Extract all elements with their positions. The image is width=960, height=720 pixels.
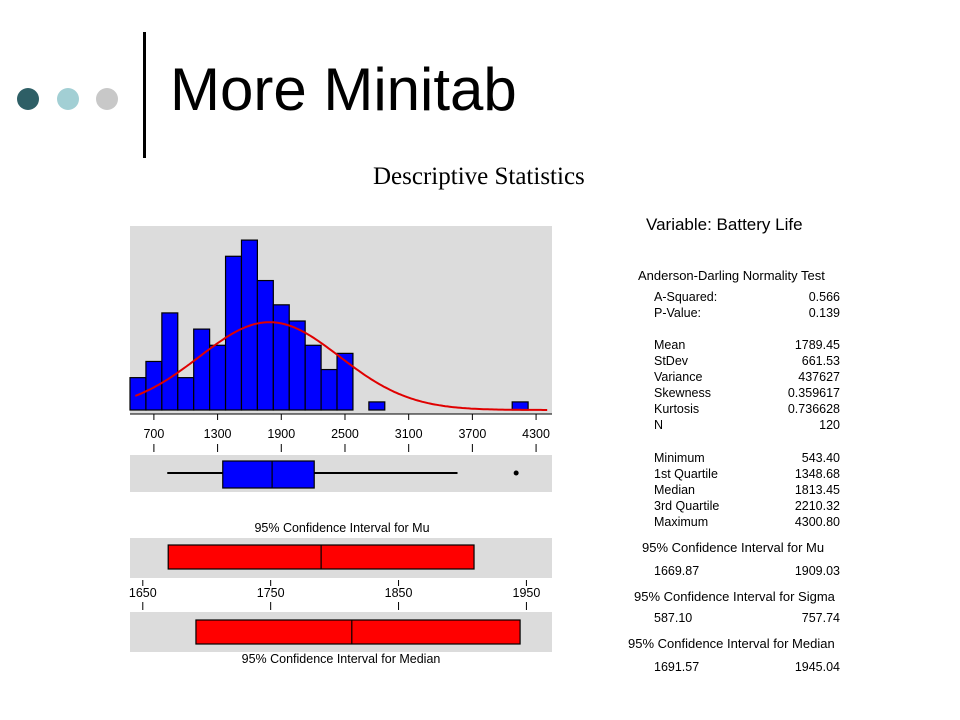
histogram-bar bbox=[161, 312, 179, 411]
ci-mu-low: 1669.87 bbox=[654, 564, 700, 578]
histogram-tick-label: 700 bbox=[143, 427, 164, 441]
histogram-bar bbox=[320, 368, 338, 411]
histogram-bar bbox=[288, 320, 306, 411]
ci-median-label: 95% Confidence Interval for Median bbox=[242, 652, 441, 666]
quartile-stat-value: 543.40 bbox=[801, 451, 840, 465]
ad-stat-label: P-Value: bbox=[654, 306, 702, 320]
histogram-bar bbox=[511, 401, 529, 411]
moment-stat-label: Skewness bbox=[654, 386, 711, 400]
ci-tick-label: 1850 bbox=[385, 586, 413, 600]
moment-stat-value: 0.359617 bbox=[787, 386, 840, 400]
moment-stat-label: Kurtosis bbox=[654, 402, 700, 416]
ci-sigma-low: 587.10 bbox=[654, 611, 693, 625]
quartile-stat-label: 3rd Quartile bbox=[654, 499, 720, 513]
quartile-stat-value: 1813.45 bbox=[794, 483, 840, 497]
moment-stat-label: N bbox=[654, 418, 664, 432]
histogram-tick-label: 4300 bbox=[522, 427, 550, 441]
quartile-stat-value: 2210.32 bbox=[794, 499, 840, 513]
bullet-dot-dark bbox=[17, 88, 39, 110]
ci-median-box bbox=[195, 619, 521, 645]
quartile-stat-label: Maximum bbox=[654, 515, 709, 529]
quartile-stat-label: Median bbox=[654, 483, 695, 497]
chart-heading: Descriptive Statistics bbox=[373, 163, 585, 190]
ci-median-high: 1945.04 bbox=[794, 660, 840, 674]
moment-stat-value: 0.736628 bbox=[787, 402, 840, 416]
ci-mu-label: 95% Confidence Interval for Mu bbox=[254, 521, 429, 535]
moment-stat-label: Mean bbox=[654, 338, 686, 352]
histogram-bar bbox=[304, 344, 322, 411]
moment-stat-label: Variance bbox=[654, 370, 703, 384]
slide-title: More Minitab bbox=[170, 56, 517, 123]
histogram-tick-label: 1900 bbox=[267, 427, 295, 441]
ci-median-title: 95% Confidence Interval for Median bbox=[628, 636, 835, 651]
variable-label: Variable: Battery Life bbox=[646, 215, 803, 234]
quartile-stat-label: 1st Quartile bbox=[654, 467, 718, 481]
moment-stat-value: 120 bbox=[819, 418, 840, 432]
bullet-dot-gray bbox=[96, 88, 118, 110]
moment-stat-value: 1789.45 bbox=[794, 338, 840, 352]
ad-stat-value: 0.139 bbox=[808, 306, 840, 320]
quartile-stat-value: 4300.80 bbox=[794, 515, 840, 529]
ci-sigma-title: 95% Confidence Interval for Sigma bbox=[634, 589, 835, 604]
histogram-bar bbox=[272, 304, 290, 411]
title-divider bbox=[143, 32, 146, 158]
moment-stat-value: 437627 bbox=[798, 370, 840, 384]
boxplot-outlier bbox=[513, 470, 519, 476]
ci-mu-title: 95% Confidence Interval for Mu bbox=[642, 540, 825, 555]
histogram-tick-label: 1300 bbox=[204, 427, 232, 441]
bullet-dot-teal bbox=[57, 88, 79, 110]
histogram-bar bbox=[193, 328, 211, 411]
moment-stat-value: 661.53 bbox=[801, 354, 840, 368]
histogram-bar bbox=[336, 352, 354, 411]
histogram-bar bbox=[177, 377, 195, 411]
ci-tick-label: 1650 bbox=[129, 586, 157, 600]
ci-tick-label: 1750 bbox=[257, 586, 285, 600]
histogram-bar bbox=[256, 279, 274, 411]
histogram-bar bbox=[145, 360, 163, 411]
ci-tick-label: 1950 bbox=[513, 586, 541, 600]
ad-test-title: Anderson-Darling Normality Test bbox=[638, 268, 825, 283]
quartile-stat-value: 1348.68 bbox=[794, 467, 840, 481]
moment-stat-label: StDev bbox=[654, 354, 689, 368]
ad-stat-label: A-Squared: bbox=[654, 290, 718, 304]
ci-median-low: 1691.57 bbox=[654, 660, 700, 674]
quartile-stat-label: Minimum bbox=[654, 451, 705, 465]
ci-sigma-high: 757.74 bbox=[801, 611, 840, 625]
histogram-bar bbox=[209, 344, 227, 411]
histogram-tick-label: 3700 bbox=[458, 427, 486, 441]
normal-fit-curve bbox=[134, 321, 548, 411]
boxplot-box bbox=[222, 460, 315, 489]
histogram-tick-label: 3100 bbox=[395, 427, 423, 441]
ad-stat-value: 0.566 bbox=[808, 290, 840, 304]
histogram-tick-label: 2500 bbox=[331, 427, 359, 441]
ci-mu-high: 1909.03 bbox=[794, 564, 840, 578]
histogram-bar bbox=[368, 401, 386, 411]
